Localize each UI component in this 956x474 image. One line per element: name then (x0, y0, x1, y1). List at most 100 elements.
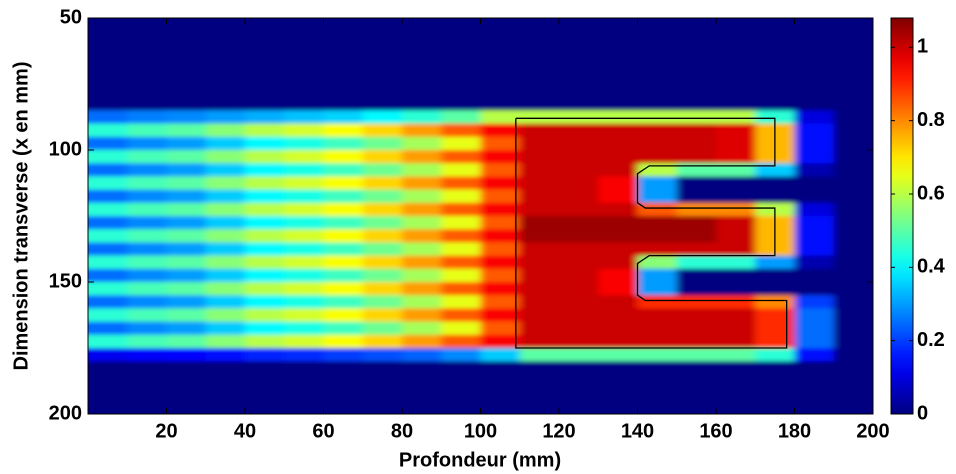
heatmap-cell (559, 136, 600, 151)
heatmap-cell (598, 387, 639, 402)
y-tick-label: 50 (60, 6, 82, 28)
heatmap-cell (88, 84, 129, 98)
heatmap-cell (755, 282, 796, 296)
heatmap-cell (794, 216, 835, 230)
heatmap-cell (441, 202, 482, 217)
heatmap-cell (833, 282, 873, 296)
heatmap-cell (88, 202, 129, 217)
heatmap-cell (166, 136, 207, 151)
heatmap-cell (441, 97, 482, 112)
heatmap-cell (794, 308, 835, 323)
heatmap-cell (205, 361, 246, 376)
heatmap-cell (245, 229, 286, 244)
heatmap-cell (205, 374, 246, 389)
heatmap-cell (559, 295, 600, 310)
heatmap-cell (284, 374, 325, 389)
heatmap-cell (127, 374, 168, 389)
colorbar-tick-label: 0 (917, 402, 928, 424)
heatmap-cell (480, 31, 521, 46)
heatmap-cell (205, 176, 246, 191)
heatmap (88, 18, 873, 414)
heatmap-cell (598, 163, 639, 178)
x-tick-label: 120 (542, 420, 575, 442)
heatmap-cell (676, 136, 717, 151)
heatmap-cell (519, 216, 560, 230)
heatmap-cell (323, 334, 364, 349)
heatmap-cell (362, 282, 403, 296)
heatmap-cell (716, 361, 757, 376)
heatmap-cell (598, 189, 639, 204)
heatmap-cell (205, 295, 246, 310)
heatmap-cell (245, 348, 286, 362)
x-tick-label: 20 (155, 420, 177, 442)
heatmap-cell (755, 84, 796, 98)
heatmap-cell (676, 31, 717, 46)
heatmap-cell (755, 163, 796, 178)
heatmap-cell (205, 57, 246, 72)
heatmap-cell (441, 282, 482, 296)
heatmap-cell (559, 110, 600, 125)
heatmap-cell (362, 18, 403, 33)
heatmap-cell (284, 123, 325, 138)
heatmap-cell (205, 110, 246, 125)
heatmap-cell (637, 334, 678, 349)
heatmap-cell (794, 242, 835, 257)
heatmap-cell (559, 202, 600, 217)
heatmap-cell (362, 361, 403, 376)
heatmap-cell (205, 334, 246, 349)
heatmap-cell (441, 44, 482, 59)
heatmap-cell (88, 308, 129, 323)
heatmap-cell (402, 268, 443, 283)
heatmap-cell (559, 176, 600, 191)
heatmap-cell (480, 57, 521, 72)
heatmap-cell (166, 400, 207, 414)
heatmap-cell (755, 308, 796, 323)
heatmap-cell (676, 308, 717, 323)
heatmap-cell (362, 110, 403, 125)
heatmap-cell (284, 150, 325, 164)
heatmap-cell (794, 136, 835, 151)
heatmap-cell (833, 229, 873, 244)
heatmap-cell (166, 189, 207, 204)
heatmap-cell (245, 268, 286, 283)
heatmap-cell (88, 189, 129, 204)
heatmap-cell (598, 18, 639, 33)
heatmap-cell (323, 31, 364, 46)
heatmap-cell (598, 176, 639, 191)
heatmap-cell (127, 216, 168, 230)
colorbar-tick-label: 0.4 (917, 256, 946, 278)
heatmap-cell (166, 57, 207, 72)
heatmap-cell (362, 216, 403, 230)
heatmap-cell (441, 57, 482, 72)
heatmap-cell (480, 348, 521, 362)
heatmap-cell (716, 84, 757, 98)
heatmap-cell (833, 97, 873, 112)
heatmap-cell (755, 18, 796, 33)
heatmap-cell (480, 387, 521, 402)
heatmap-cell (402, 123, 443, 138)
heatmap-cell (755, 57, 796, 72)
heatmap-cell (676, 202, 717, 217)
heatmap-cell (755, 44, 796, 59)
heatmap-cell (88, 97, 129, 112)
heatmap-cell (323, 361, 364, 376)
heatmap-cell (716, 216, 757, 230)
heatmap-cell (519, 255, 560, 270)
heatmap-cell (794, 44, 835, 59)
heatmap-cell (480, 374, 521, 389)
heatmap-cell (598, 400, 639, 414)
heatmap-cell (716, 123, 757, 138)
heatmap-cell (480, 229, 521, 244)
heatmap-cell (716, 282, 757, 296)
heatmap-cell (245, 97, 286, 112)
heatmap-cell (205, 308, 246, 323)
heatmap-cell (166, 31, 207, 46)
heatmap-cell (88, 268, 129, 283)
heatmap-cell (716, 110, 757, 125)
heatmap-cell (480, 44, 521, 59)
heatmap-cell (637, 295, 678, 310)
colorbar-tick-label: 1 (917, 36, 928, 58)
heatmap-cell (205, 136, 246, 151)
heatmap-cell (716, 150, 757, 164)
heatmap-cell (402, 70, 443, 85)
